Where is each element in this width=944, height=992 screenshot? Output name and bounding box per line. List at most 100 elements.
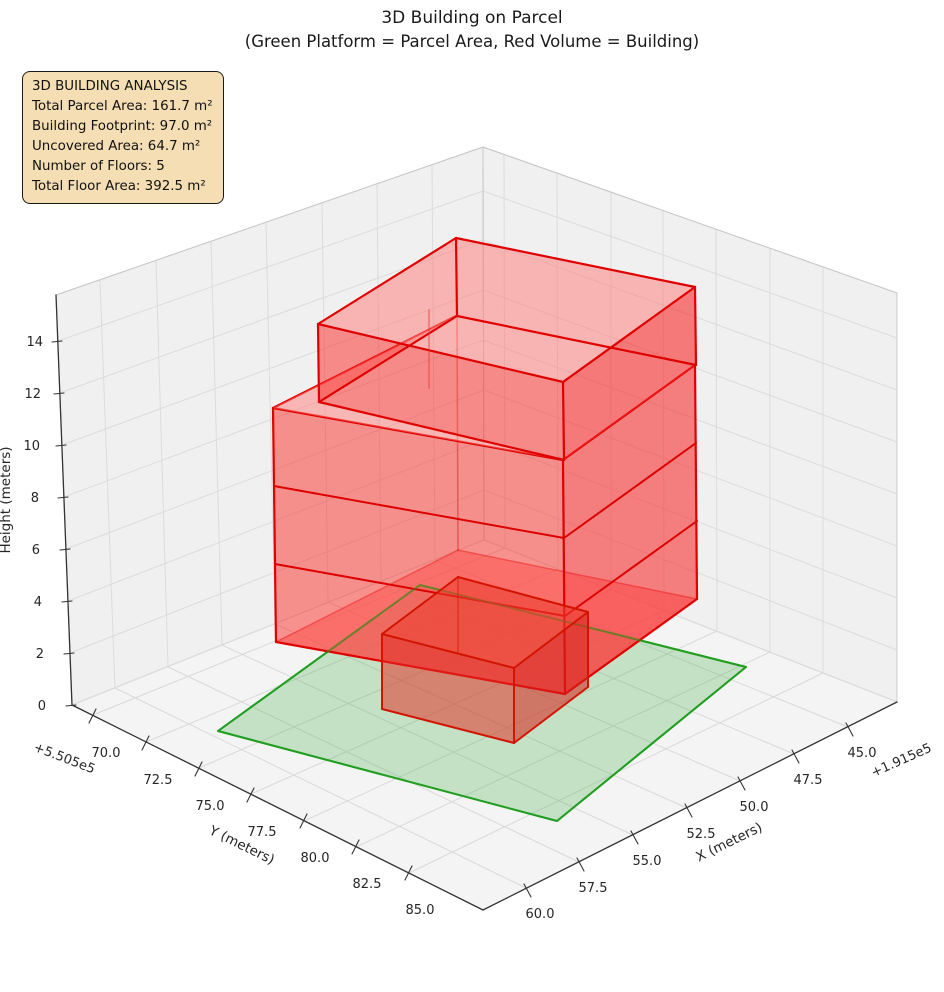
axis-lines-segment xyxy=(71,704,484,911)
grid-leftwall-x-segment xyxy=(265,221,276,625)
building-floor-lines-segment xyxy=(564,520,698,617)
y-axis-ticks-segment xyxy=(299,813,308,829)
y-tick-label: 72.5 xyxy=(144,773,173,788)
x-axis-ticks-segment xyxy=(684,803,693,818)
analysis-building-footprint: Building Footprint: 97.0 m² xyxy=(32,119,213,134)
x-axis-offset-text: +1.915e5 xyxy=(869,741,934,781)
building-top-face-right xyxy=(563,287,696,460)
x-axis-ticks-segment xyxy=(576,857,585,872)
y-axis-ticks-segment xyxy=(351,839,360,855)
x-tick-label: 60.0 xyxy=(526,907,555,922)
y-axis-offset-text: +5.505e5 xyxy=(32,740,97,777)
building-top-edges-segment xyxy=(693,285,698,367)
z-axis-ticks-segment xyxy=(51,340,63,343)
x-axis-ticks-segment xyxy=(523,883,532,898)
z-tick-label: 2 xyxy=(36,647,44,662)
building-top-edges-segment xyxy=(316,322,565,384)
x-tick-label: 52.5 xyxy=(687,827,716,842)
x-tick-label: 55.0 xyxy=(633,854,662,869)
building-floor-lines-segment xyxy=(273,485,565,539)
axis-lines-segment xyxy=(55,294,73,706)
z-axis-ticks-segment xyxy=(65,704,77,707)
parcel-outline-overlay xyxy=(217,584,747,822)
ground-floor-face-left xyxy=(382,634,514,743)
z-axis-ticks-segment xyxy=(57,496,69,499)
y-tick-label: 77.5 xyxy=(248,825,277,840)
z-axis-label: Height (meters) xyxy=(0,446,14,553)
y-tick-label: 75.0 xyxy=(196,799,225,814)
building-top-edges xyxy=(316,236,698,462)
x-tick-label: 50.0 xyxy=(740,800,769,815)
z-tick-label: 8 xyxy=(31,491,39,506)
analysis-total-floor-area: Total Floor Area: 392.5 m² xyxy=(32,179,206,194)
analysis-total-parcel-area: Total Parcel Area: 161.7 m² xyxy=(32,99,213,114)
building-top-edges-segment xyxy=(316,236,458,326)
ground-floor-edges-segment xyxy=(381,633,515,669)
building-top-edges-segment xyxy=(316,322,321,404)
ground-floor-edges-segment xyxy=(381,708,515,744)
chart-subtitle: (Green Platform = Parcel Area, Red Volum… xyxy=(244,32,700,51)
ground-floor-face-right xyxy=(514,612,588,743)
building-analysis-box: 3D BUILDING ANALYSIS Total Parcel Area: … xyxy=(22,71,224,204)
x-axis-ticks xyxy=(523,722,854,898)
y-tick-label: 82.5 xyxy=(353,877,382,892)
building-top-edges-segment xyxy=(454,236,459,318)
y-axis-ticks xyxy=(88,708,413,881)
x-tick-label: 45.0 xyxy=(848,746,877,761)
analysis-number-of-floors: Number of Floors: 5 xyxy=(32,159,165,174)
y-axis-ticks-segment xyxy=(88,708,97,724)
grid-floor-x-segment xyxy=(167,666,580,863)
x-tick-label: 47.5 xyxy=(794,773,823,788)
z-axis-ticks-segment xyxy=(63,652,75,655)
building-top-face-left xyxy=(318,324,564,460)
building-top-edges-segment xyxy=(317,314,459,404)
z-tick-label: 4 xyxy=(34,595,42,610)
pane-top-edges-segment xyxy=(482,146,898,294)
ground-floor-edges-segment xyxy=(513,686,589,744)
grid-leftwall-x-segment xyxy=(210,240,223,646)
ground-floor-edges xyxy=(381,576,589,744)
building-top-edges-segment xyxy=(317,400,566,462)
building-mid-face-right xyxy=(563,365,697,694)
z-axis-ticks-segment xyxy=(61,600,73,603)
x-axis-ticks-segment xyxy=(845,722,854,737)
ground-floor-edges-segment xyxy=(457,576,589,613)
grid-leftwall-z-segment xyxy=(57,190,484,342)
y-tick-label: 80.0 xyxy=(301,851,330,866)
building-top-edges-segment xyxy=(455,314,698,367)
grid-leftwall-x-segment xyxy=(99,279,116,689)
y-axis-ticks-segment xyxy=(141,735,150,751)
z-axis-ticks xyxy=(51,340,77,707)
analysis-box-header: 3D BUILDING ANALYSIS xyxy=(32,79,188,94)
y-axis-ticks-segment xyxy=(194,761,203,777)
ground-floor-edges-segment xyxy=(381,576,459,635)
pane-top-edges-segment xyxy=(55,146,484,296)
x-axis-ticks-segment xyxy=(791,749,800,764)
y-tick-label: 70.0 xyxy=(92,746,121,761)
axis-lines-segment xyxy=(482,701,898,911)
grid-rightwall-z-segment xyxy=(482,190,898,339)
z-axis-ticks-segment xyxy=(53,392,65,395)
grid-leftwall-x-segment xyxy=(155,260,169,668)
chart-title-block: 3D Building on Parcel (Green Platform = … xyxy=(0,6,944,53)
building-floor-lines-segment xyxy=(563,442,697,539)
z-axis-ticks-segment xyxy=(59,548,71,551)
y-axis-ticks-segment xyxy=(404,865,413,881)
z-tick-label: 12 xyxy=(24,387,41,402)
y-tick-label: 85.0 xyxy=(406,903,435,918)
building-mid-edges-segment xyxy=(271,406,278,644)
chart-title: 3D Building on Parcel xyxy=(381,8,563,28)
analysis-uncovered-area: Uncovered Area: 64.7 m² xyxy=(32,139,201,154)
x-axis-ticks-segment xyxy=(630,830,639,845)
ground-floor-edges-segment xyxy=(513,611,589,669)
y-axis-ticks-segment xyxy=(246,787,255,803)
axis-lines xyxy=(55,294,898,911)
z-tick-label: 0 xyxy=(38,699,46,714)
building-top-edges-segment xyxy=(454,236,697,289)
grid-floor-y-segment xyxy=(355,651,771,848)
ground-floor-top xyxy=(382,577,588,668)
grid-floor-x-segment xyxy=(221,644,634,836)
z-tick-label: 6 xyxy=(32,543,40,558)
